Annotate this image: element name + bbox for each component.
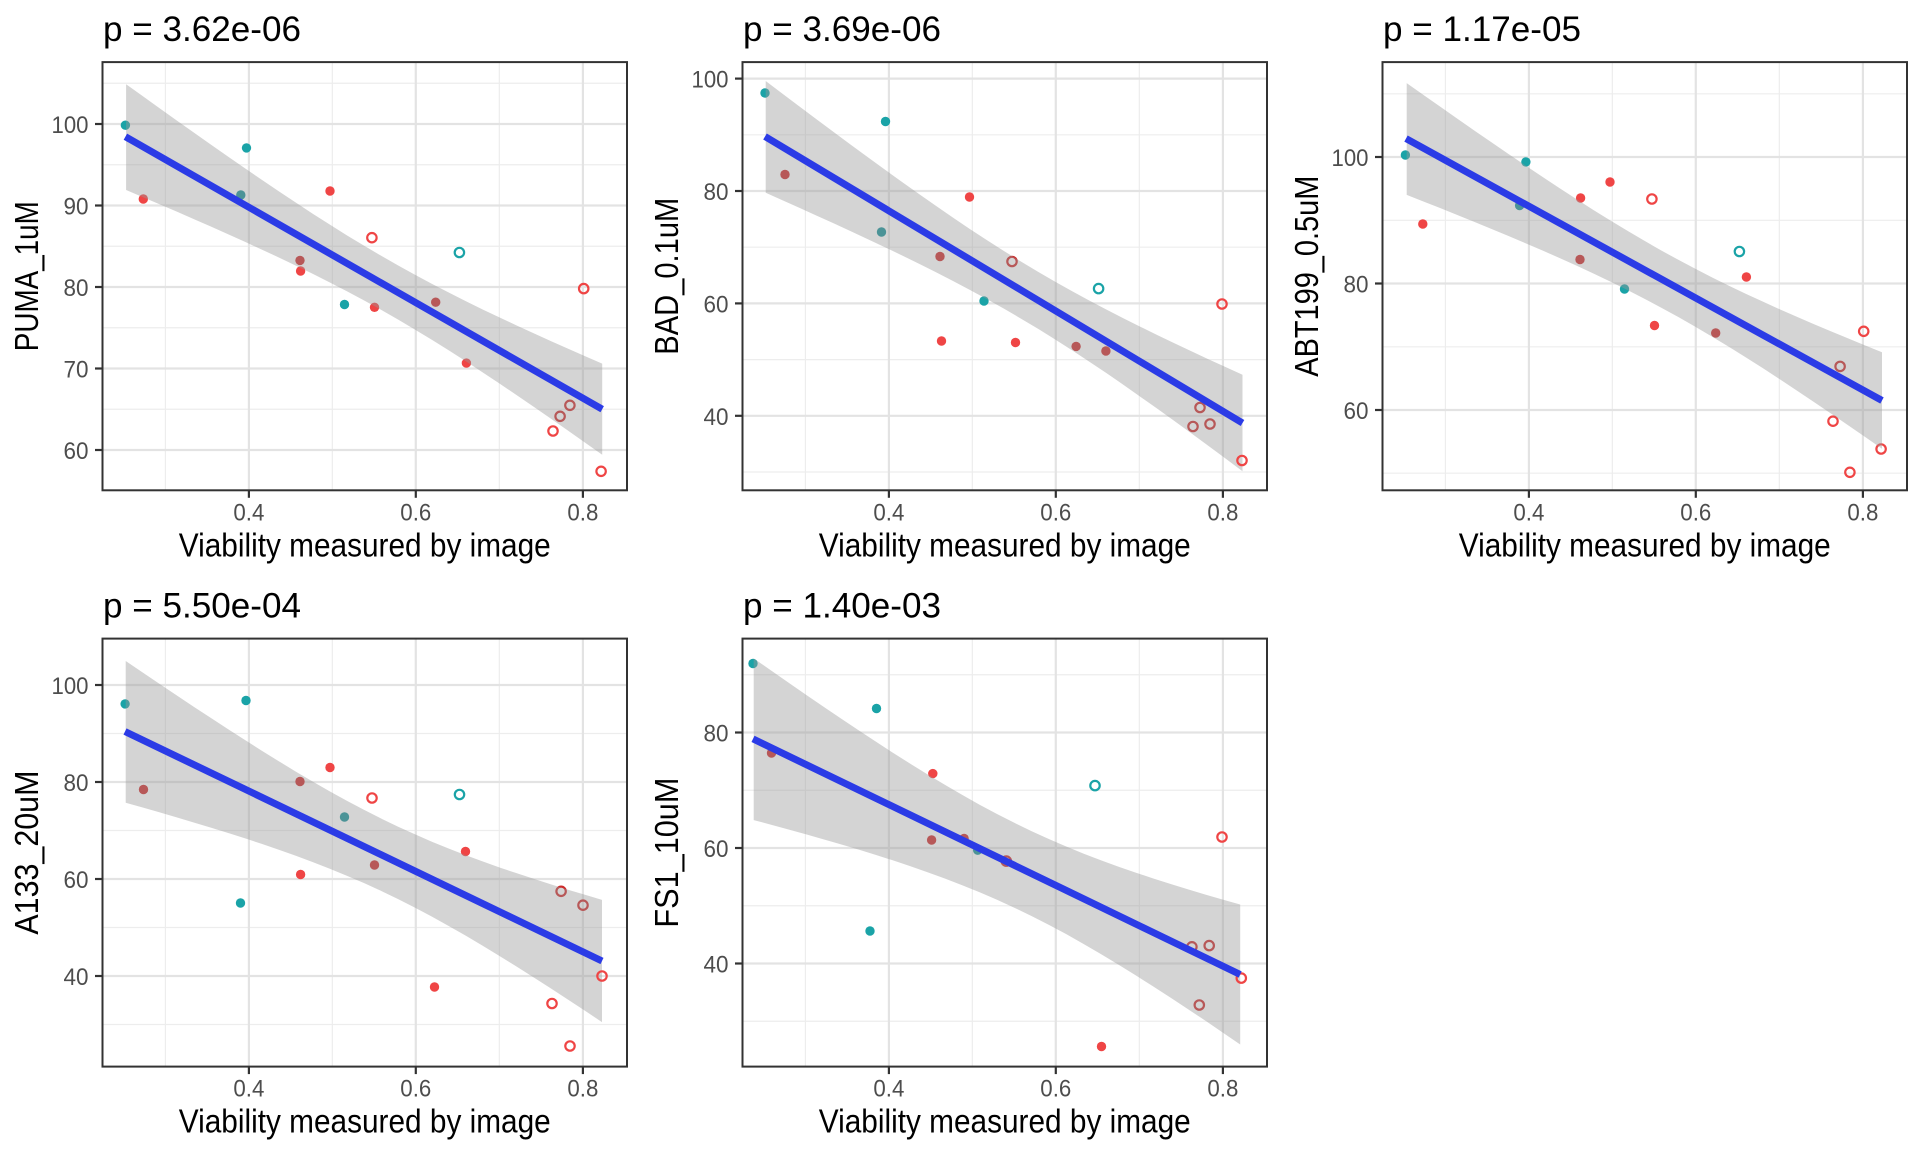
svg-text:0.4: 0.4 bbox=[233, 499, 264, 526]
svg-text:80: 80 bbox=[64, 770, 89, 797]
svg-text:Viability measured by image: Viability measured by image bbox=[1459, 527, 1831, 564]
svg-text:60: 60 bbox=[704, 291, 729, 318]
svg-text:p = 1.17e-05: p = 1.17e-05 bbox=[1383, 10, 1581, 49]
svg-text:A133_20uM: A133_20uM bbox=[9, 771, 46, 935]
svg-text:ABT199_0.5uM: ABT199_0.5uM bbox=[1289, 176, 1326, 377]
svg-text:90: 90 bbox=[64, 194, 89, 221]
svg-text:0.4: 0.4 bbox=[873, 1076, 904, 1103]
svg-text:40: 40 bbox=[704, 952, 729, 979]
svg-text:Viability measured by image: Viability measured by image bbox=[819, 1104, 1191, 1141]
svg-text:60: 60 bbox=[64, 867, 89, 894]
svg-text:p = 1.40e-03: p = 1.40e-03 bbox=[743, 587, 941, 626]
svg-text:0.6: 0.6 bbox=[400, 499, 431, 526]
svg-text:0.8: 0.8 bbox=[1847, 499, 1878, 526]
svg-text:100: 100 bbox=[52, 112, 89, 139]
svg-text:60: 60 bbox=[704, 836, 729, 863]
svg-text:BAD_0.1uM: BAD_0.1uM bbox=[649, 198, 686, 355]
svg-text:0.8: 0.8 bbox=[567, 1076, 598, 1103]
svg-text:80: 80 bbox=[704, 721, 729, 748]
svg-text:FS1_10uM: FS1_10uM bbox=[649, 778, 686, 928]
svg-text:80: 80 bbox=[1344, 272, 1369, 299]
svg-text:0.8: 0.8 bbox=[1207, 1076, 1238, 1103]
svg-text:p = 3.62e-06: p = 3.62e-06 bbox=[103, 10, 301, 49]
svg-text:0.6: 0.6 bbox=[1040, 1076, 1071, 1103]
svg-text:0.4: 0.4 bbox=[1513, 499, 1544, 526]
svg-text:80: 80 bbox=[64, 275, 89, 302]
svg-text:p = 3.69e-06: p = 3.69e-06 bbox=[743, 10, 941, 49]
svg-text:100: 100 bbox=[692, 67, 729, 94]
svg-text:p = 5.50e-04: p = 5.50e-04 bbox=[103, 587, 301, 626]
svg-text:100: 100 bbox=[52, 673, 89, 700]
svg-text:60: 60 bbox=[64, 438, 89, 465]
svg-text:0.8: 0.8 bbox=[1207, 499, 1238, 526]
svg-text:0.4: 0.4 bbox=[873, 499, 904, 526]
svg-text:PUMA_1uM: PUMA_1uM bbox=[9, 201, 46, 351]
svg-text:70: 70 bbox=[64, 357, 89, 384]
svg-text:0.6: 0.6 bbox=[1040, 499, 1071, 526]
svg-text:100: 100 bbox=[1332, 145, 1369, 172]
svg-text:80: 80 bbox=[704, 179, 729, 206]
svg-text:Viability measured by image: Viability measured by image bbox=[179, 1104, 551, 1141]
svg-text:0.6: 0.6 bbox=[400, 1076, 431, 1103]
svg-text:0.6: 0.6 bbox=[1680, 499, 1711, 526]
svg-text:Viability measured by image: Viability measured by image bbox=[819, 527, 1191, 564]
svg-text:40: 40 bbox=[704, 404, 729, 431]
svg-text:40: 40 bbox=[64, 964, 89, 991]
svg-text:0.8: 0.8 bbox=[567, 499, 598, 526]
svg-text:60: 60 bbox=[1344, 398, 1369, 425]
svg-text:Viability measured by image: Viability measured by image bbox=[179, 527, 551, 564]
svg-text:0.4: 0.4 bbox=[233, 1076, 264, 1103]
